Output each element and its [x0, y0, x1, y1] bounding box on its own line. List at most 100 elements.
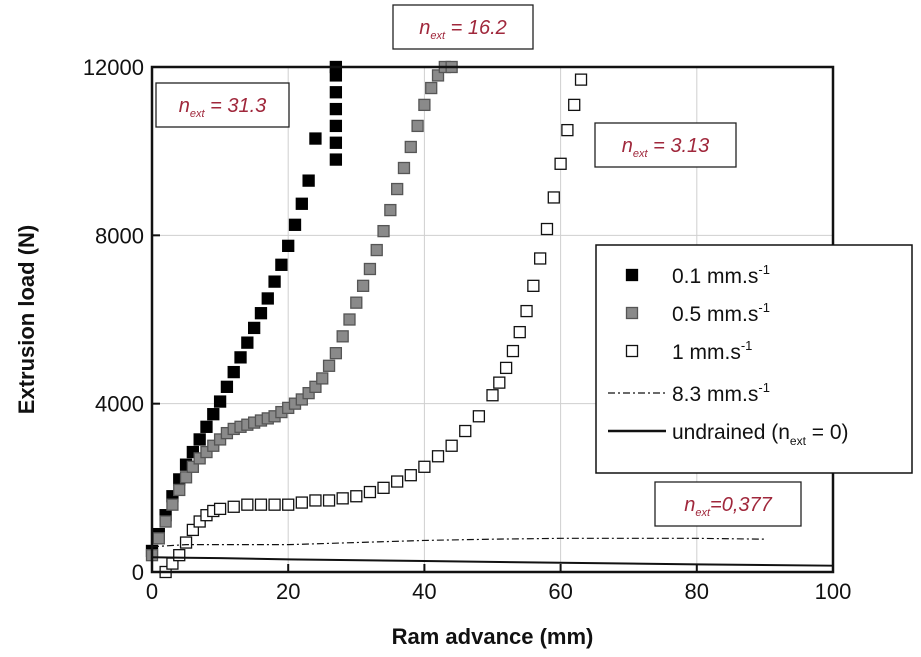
data-point: [322, 359, 336, 372]
data-point: [302, 386, 315, 400]
data-point: [179, 536, 193, 549]
x-tick-label: 60: [548, 579, 572, 604]
data-point: [193, 433, 206, 446]
legend-label: 0.5 mm.s-1: [672, 300, 770, 326]
data-point: [329, 102, 343, 116]
data-point: [179, 471, 193, 484]
data-point: [200, 445, 213, 459]
data-point: [227, 500, 240, 513]
data-point: [173, 549, 186, 562]
annotation-text: next = 31.3: [179, 95, 267, 120]
annotation-text: next = 16.2: [419, 17, 507, 42]
data-point: [547, 191, 560, 204]
data-point: [329, 86, 343, 99]
x-tick-label: 40: [412, 579, 436, 604]
x-tick-label: 100: [815, 579, 852, 604]
data-point: [350, 490, 363, 503]
y-tick-label: 0: [132, 560, 144, 585]
legend: 0.1 mm.s-1 0.5 mm.s-1 1 mm.s-1 8.3 mm.s-1 un…: [595, 244, 913, 474]
data-point: [363, 262, 377, 276]
data-point: [295, 393, 308, 406]
data-point: [152, 532, 165, 545]
data-point: [363, 485, 377, 499]
data-point: [493, 376, 506, 389]
data-point: [425, 81, 438, 95]
legend-entry: undrained (next = 0): [608, 421, 849, 448]
data-point: [506, 344, 520, 358]
legend-marker-symbol: [625, 344, 639, 358]
legend-label: undrained (next = 0): [672, 421, 849, 448]
annotation-box: [392, 4, 534, 50]
data-point: [499, 361, 513, 375]
data-point: [241, 498, 254, 511]
data-point: [343, 313, 356, 326]
annotation-text: next = 3.13: [622, 135, 710, 160]
data-point: [404, 140, 417, 154]
data-point: [431, 450, 445, 463]
legend-entry: 0.1 mm.s-1: [625, 262, 770, 288]
data-point: [309, 494, 322, 507]
annotation-label: next=0,377: [654, 481, 802, 527]
annotation-box: [654, 481, 802, 527]
data-point: [207, 439, 220, 452]
annotation-label: next = 31.3: [155, 82, 290, 128]
data-point: [486, 389, 499, 402]
y-tick-label: 4000: [95, 392, 144, 417]
data-point: [574, 73, 588, 86]
x-tick-label: 0: [146, 579, 158, 604]
data-point: [166, 498, 179, 511]
x-tick-label: 80: [685, 579, 709, 604]
annotation-label: next = 16.2: [392, 4, 534, 50]
data-point: [254, 498, 268, 511]
legend-entry: 8.3 mm.s-1: [608, 380, 770, 406]
data-point: [561, 123, 574, 137]
data-point: [384, 203, 397, 217]
annotation-text: next=0,377: [684, 494, 772, 519]
series-1: [145, 60, 343, 558]
data-point: [241, 336, 254, 349]
data-point: [261, 292, 274, 305]
data-point: [336, 492, 349, 505]
data-point: [540, 222, 554, 236]
data-point: [534, 252, 547, 265]
legend-entry: 1 mm.s-1: [625, 338, 752, 364]
data-point: [377, 481, 390, 494]
y-tick-label: 8000: [95, 223, 144, 248]
annotations: next = 31.3 next = 16.2 next = 3.13 next=0,…: [155, 4, 802, 527]
data-point: [247, 321, 261, 335]
data-point: [445, 439, 458, 452]
data-point: [309, 380, 322, 393]
data-point: [275, 258, 288, 271]
data-point: [568, 98, 581, 112]
series-2: [145, 60, 458, 562]
data-point: [200, 420, 213, 433]
data-point: [220, 380, 234, 393]
data-point: [186, 460, 200, 473]
data-point: [411, 119, 424, 133]
data-point: [336, 330, 349, 343]
data-point: [213, 433, 227, 446]
y-axis-title: Extrusion load (N): [14, 225, 39, 414]
data-point: [554, 157, 567, 170]
data-point: [391, 475, 404, 488]
data-point: [234, 351, 247, 364]
data-point: [282, 498, 295, 511]
data-point: [159, 515, 172, 528]
data-point: [370, 243, 383, 257]
data-point: [322, 494, 336, 507]
data-point: [213, 395, 227, 408]
data-point: [309, 132, 322, 145]
data-point: [295, 496, 308, 509]
data-point: [329, 136, 343, 149]
annotation-label: next = 3.13: [594, 122, 737, 168]
data-point: [513, 325, 526, 339]
data-point: [207, 408, 220, 421]
data-point: [397, 161, 411, 175]
data-point: [213, 502, 227, 516]
data-point: [431, 69, 445, 82]
x-axis-title: Ram advance (mm): [392, 624, 594, 649]
data-point: [350, 296, 363, 309]
data-point: [268, 498, 281, 511]
series-3: [159, 73, 588, 579]
